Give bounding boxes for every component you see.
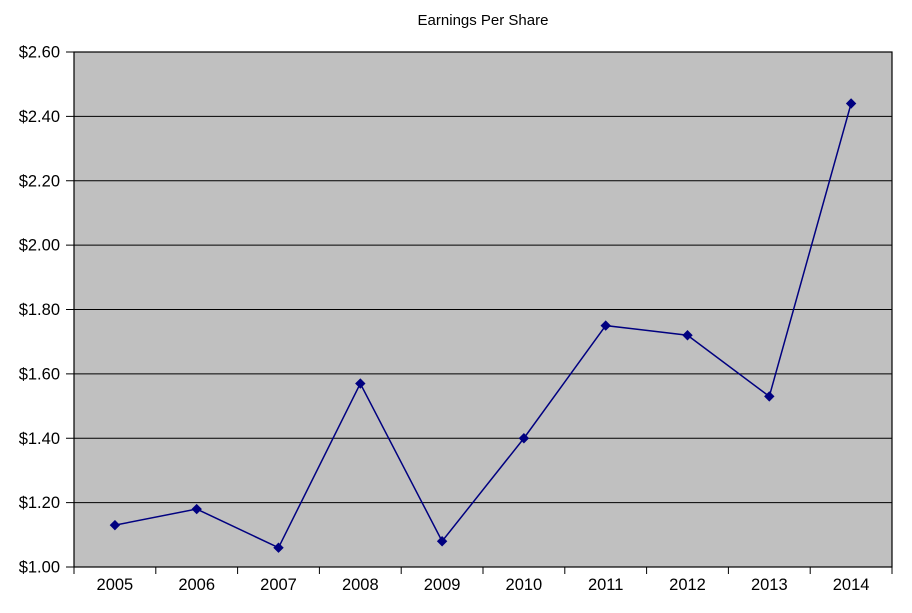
y-axis-label: $1.20: [19, 494, 60, 512]
plot-border: [73, 51, 893, 568]
data-point-marker: [682, 330, 693, 341]
data-point-marker: [845, 98, 857, 109]
series-line: [114, 103, 852, 549]
x-axis-label: 2012: [669, 576, 706, 594]
y-axis-label: $2.00: [19, 237, 60, 255]
data-point-marker: [191, 503, 202, 515]
x-axis-label: 2009: [424, 576, 461, 594]
x-axis-label: 2007: [260, 576, 297, 594]
data-point-marker: [518, 433, 530, 444]
x-axis-label: 2006: [178, 576, 215, 594]
data-point-marker: [600, 320, 611, 331]
y-axis-label: $2.60: [19, 44, 60, 62]
y-axis-label: $1.00: [19, 559, 60, 577]
x-axis-label: 2008: [342, 576, 379, 594]
chart-title: Earnings Per Share: [417, 12, 549, 29]
x-axis-label: 2010: [506, 576, 543, 594]
data-point-marker: [436, 536, 448, 547]
x-axis-label: 2011: [588, 576, 623, 594]
x-axis-label: 2005: [97, 576, 134, 594]
y-axis-label: $1.80: [19, 301, 60, 319]
y-axis-label: $2.40: [19, 108, 60, 126]
y-axis-label: $2.20: [19, 172, 60, 190]
y-axis-label: $1.60: [19, 365, 60, 383]
y-axis-label: $1.40: [19, 430, 60, 448]
data-point-marker: [355, 378, 366, 389]
x-axis-label: 2014: [833, 576, 870, 594]
data-point-marker: [764, 391, 775, 402]
data-point-marker: [273, 542, 284, 553]
x-axis-label: 2013: [751, 576, 788, 594]
data-point-marker: [109, 519, 121, 531]
